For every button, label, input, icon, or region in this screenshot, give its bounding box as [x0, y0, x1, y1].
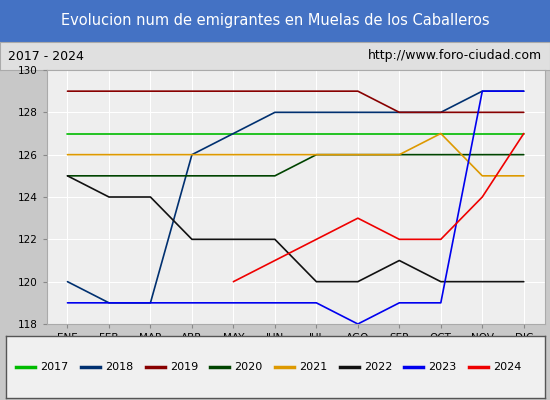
Text: 2019: 2019	[170, 362, 198, 372]
Text: 2018: 2018	[105, 362, 134, 372]
Text: 2020: 2020	[235, 362, 263, 372]
Text: http://www.foro-ciudad.com: http://www.foro-ciudad.com	[367, 50, 542, 62]
Text: 2017 - 2024: 2017 - 2024	[8, 50, 84, 62]
Text: Evolucion num de emigrantes en Muelas de los Caballeros: Evolucion num de emigrantes en Muelas de…	[60, 14, 490, 28]
Text: 2017: 2017	[41, 362, 69, 372]
Text: 2021: 2021	[299, 362, 327, 372]
Text: 2024: 2024	[493, 362, 521, 372]
Text: 2023: 2023	[428, 362, 457, 372]
Text: 2022: 2022	[364, 362, 392, 372]
